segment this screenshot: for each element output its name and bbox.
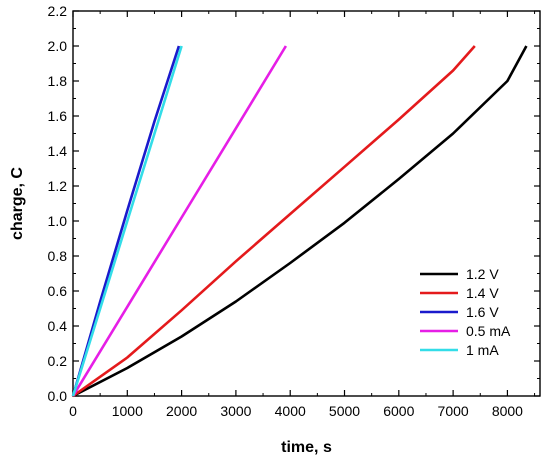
y-tick-label: 0.6 (48, 283, 68, 299)
series-line (71, 45, 183, 397)
x-tick-label: 8000 (492, 403, 523, 419)
legend-label: 1 mA (466, 342, 499, 358)
series-line (71, 45, 181, 397)
legend-label: 1.2 V (466, 266, 499, 282)
y-tick-label: 1.8 (48, 73, 68, 89)
series-line (72, 45, 476, 398)
legend-label: 1.4 V (466, 285, 499, 301)
series-line (71, 45, 288, 397)
y-tick-label: 0.8 (48, 248, 68, 264)
y-tick-label: 0.2 (48, 353, 68, 369)
x-tick-label: 0 (69, 403, 77, 419)
legend-label: 1.6 V (466, 304, 499, 320)
y-tick-label: 0.4 (48, 318, 68, 334)
y-tick-label: 1.2 (48, 178, 68, 194)
legend-label: 0.5 mA (466, 323, 511, 339)
x-tick-label: 5000 (329, 403, 360, 419)
y-tick-label: 0.0 (48, 388, 68, 404)
y-tick-label: 2.2 (48, 3, 68, 19)
x-axis: 0 1000 2000 3000 4000 5000 6000 7000 8000 (69, 11, 536, 419)
y-axis-title: charge, C (9, 167, 26, 240)
y-tick-label: 2.0 (48, 38, 68, 54)
x-tick-label: 1000 (112, 403, 143, 419)
x-tick-label: 2000 (166, 403, 197, 419)
y-tick-label: 1.4 (48, 143, 68, 159)
series-layer (71, 45, 528, 398)
x-tick-label: 6000 (383, 403, 414, 419)
x-tick-label: 7000 (438, 403, 469, 419)
legend: 1.2 V 1.4 V 1.6 V 0.5 mA 1 mA (420, 266, 511, 358)
y-axis: 0.0 0.2 0.4 0.6 0.8 1.0 1.2 1.4 1.6 1.8 2.0 2.2 (48, 3, 540, 404)
x-tick-label: 4000 (275, 403, 306, 419)
y-tick-label: 1.6 (48, 108, 68, 124)
x-axis-title: time, s (281, 439, 332, 456)
series-line (72, 45, 528, 398)
y-tick-label: 1.0 (48, 213, 68, 229)
x-tick-label: 3000 (220, 403, 251, 419)
